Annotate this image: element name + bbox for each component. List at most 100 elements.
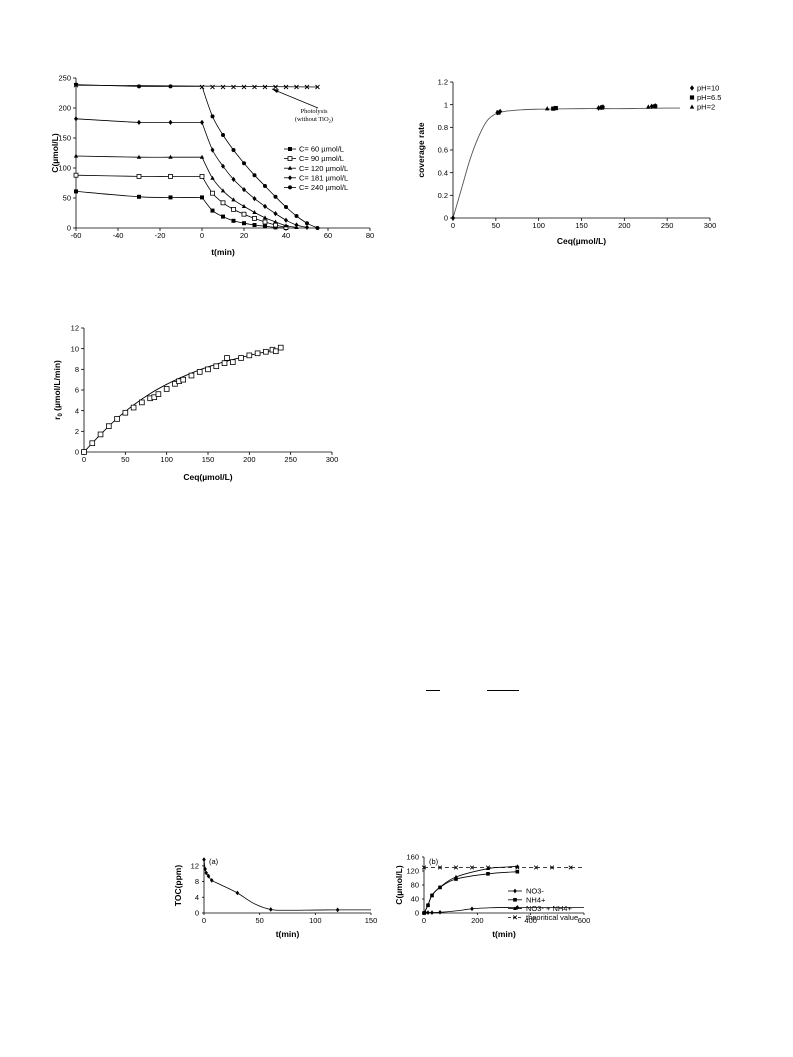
y-tick-label: 4 [195, 893, 199, 902]
y-tick-label: 8 [75, 365, 79, 374]
data-point [168, 154, 173, 159]
data-point [199, 84, 205, 90]
data-point [469, 865, 475, 870]
data-point [262, 215, 268, 220]
chart-initial-rate: 0 50 100 150 200 250 300 0 2 4 6 8 10 12 Ceq(µmol/L) r0… [52, 324, 338, 482]
data-point [221, 360, 228, 366]
data-point [252, 196, 257, 202]
data-point [568, 865, 573, 870]
x-tick-label: 50 [255, 916, 263, 925]
x-axis-label: Ceq(µmol/L) [557, 236, 606, 246]
legend-label: C= 60 µmol/L [299, 145, 344, 154]
data-point [241, 211, 247, 217]
data-point [180, 376, 187, 383]
data-point [533, 865, 539, 870]
y-tick-label: 120 [406, 867, 419, 876]
legend-marker [513, 898, 517, 902]
data-point [210, 190, 215, 196]
y-tick-label: 1 [444, 100, 448, 109]
legend-label: C= 240 µmol/L [299, 183, 348, 192]
data-point [200, 119, 204, 125]
y-tick-label: 80 [411, 881, 419, 890]
series-line [75, 191, 203, 198]
y-tick-label: 2 [75, 427, 79, 436]
x-tick-label: 400 [524, 916, 537, 925]
data-point [549, 865, 555, 870]
y-tick-label: 0 [75, 448, 79, 457]
data-point [653, 104, 658, 109]
data-point [168, 119, 173, 125]
legend-marker [288, 147, 292, 151]
data-point [231, 218, 236, 223]
data-point [188, 372, 195, 379]
data-point [273, 84, 278, 90]
data-point [209, 878, 214, 883]
data-point [305, 224, 309, 230]
legend-marker [689, 95, 695, 100]
data-point [262, 219, 268, 225]
series-line [75, 118, 202, 124]
x-tick-label: 0 [202, 916, 206, 925]
x-tick-label: 150 [365, 916, 378, 925]
data-point [438, 884, 442, 889]
x-tick-label: -40 [113, 231, 124, 240]
data-point [210, 208, 215, 213]
data-point [277, 344, 284, 351]
fraction-bar-right [487, 690, 519, 691]
data-point [196, 369, 203, 375]
data-point [137, 194, 141, 199]
y-axis-label-rest: (µmol/L/min) [52, 360, 62, 413]
data-point [224, 355, 230, 361]
x-tick-label: 200 [243, 455, 256, 464]
y-tick-label: 4 [75, 406, 79, 415]
annotation-arrow [271, 88, 319, 109]
data-point [453, 865, 459, 870]
y-axis-label: r0 (µmol/L/min) [52, 360, 64, 420]
data-point [210, 175, 215, 180]
data-point [596, 104, 601, 110]
data-point [486, 872, 490, 876]
x-tick-label: 100 [160, 455, 173, 464]
y-tick-label: 6 [75, 386, 79, 395]
data-point [242, 187, 246, 193]
data-point [213, 363, 220, 370]
data-point [252, 223, 257, 227]
legend-label: NO3- + NH4+ [526, 904, 572, 913]
legend-marker [512, 915, 518, 920]
data-point [235, 890, 240, 896]
y-tick-label: 0 [444, 214, 448, 223]
data-point [136, 173, 142, 179]
data-point [163, 386, 170, 392]
x-tick-label: 250 [661, 221, 674, 230]
panel-label: (a) [209, 857, 219, 866]
data-point [137, 84, 141, 89]
y-tick-label: 100 [58, 164, 71, 173]
legend-label: pH=6.5 [697, 93, 721, 102]
x-tick-label: 20 [240, 231, 248, 240]
data-point [315, 226, 320, 230]
data-point [450, 215, 456, 221]
y-tick-label: 200 [58, 104, 71, 113]
data-point [426, 902, 430, 907]
y-axis-label: TOC(ppm) [173, 865, 183, 907]
data-point [114, 416, 120, 422]
data-point [649, 103, 654, 110]
y-tick-label: 250 [58, 74, 71, 83]
x-tick-label: 0 [82, 455, 86, 464]
data-point [438, 909, 442, 915]
legend-label: theoritical value [526, 913, 578, 922]
data-point [73, 172, 79, 178]
data-point [304, 84, 310, 90]
data-point [284, 217, 288, 223]
data-point [220, 84, 226, 90]
x-tick-label: -20 [155, 231, 166, 240]
x-tick-label: 200 [471, 916, 484, 925]
data-point [551, 106, 556, 111]
data-point [553, 105, 558, 111]
data-point [335, 907, 340, 913]
data-point [168, 195, 173, 200]
data-point [252, 173, 257, 178]
data-point [238, 355, 244, 361]
data-point [294, 214, 299, 218]
